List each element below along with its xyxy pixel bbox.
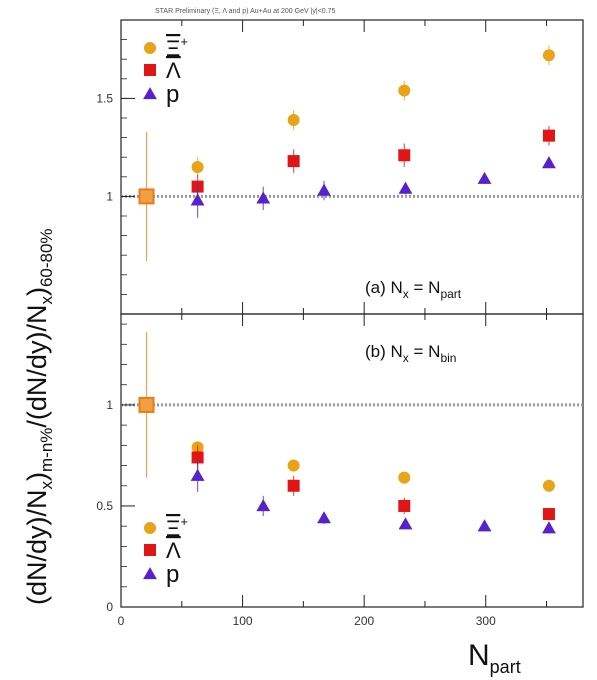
x-tick-label: 200 <box>354 614 374 628</box>
legend-label-xi: Ξ+ <box>166 34 188 61</box>
series-ref <box>138 332 155 478</box>
series-p <box>190 156 556 218</box>
data-point-p <box>256 499 271 512</box>
data-point-ref <box>138 396 155 413</box>
legend-label-lambda: Λ <box>166 58 181 83</box>
series-lambda <box>191 125 555 199</box>
svg-text:Npart: Npart <box>468 639 521 677</box>
x-tick-label: 100 <box>233 614 253 628</box>
y-tick-label: 0 <box>106 600 113 614</box>
legend-item-xi: Ξ+ <box>144 34 188 61</box>
series-xi <box>191 441 555 492</box>
legend-marker-p <box>143 567 157 580</box>
data-point-lambda <box>542 129 555 142</box>
data-point-p <box>542 156 556 169</box>
data-point-lambda <box>398 499 411 512</box>
x-axis-label: Npart <box>468 639 521 677</box>
data-point-lambda <box>287 155 300 168</box>
svg-text:(dN/dy)/Nx)m-n%/(dN/dy)/Nx)60-: (dN/dy)/Nx)m-n%/(dN/dy)/Nx)60-80% <box>22 228 56 605</box>
legend-item-lambda: Λ <box>144 58 181 83</box>
plot-frame <box>120 19 584 315</box>
data-point-p <box>477 519 492 532</box>
legend-label-p: p <box>166 81 179 108</box>
series-ref <box>138 131 155 262</box>
data-point-lambda <box>287 479 300 492</box>
panel-label: (a) Nx = Npart <box>365 278 462 301</box>
panel-a: 1 1.5 (a) Nx = Npart Ξ+Λp <box>96 19 584 315</box>
legend-marker-xi <box>144 42 156 54</box>
legend-item-lambda: Λ <box>144 538 181 563</box>
panel-label: (b) Nx = Nbin <box>365 342 456 365</box>
series-lambda <box>191 445 555 521</box>
y-tick-label: 1.5 <box>96 91 113 105</box>
legend-item-p: p <box>143 81 179 108</box>
legend-label-lambda: Λ <box>166 538 181 563</box>
figure-header: STAR Preliminary (Ξ, Λ and p) Au+Au at 2… <box>155 8 336 15</box>
data-point-xi <box>398 84 411 97</box>
data-point-xi <box>542 479 555 492</box>
legend: Ξ+Λp <box>143 34 188 108</box>
y-tick-label: 0.5 <box>96 499 113 513</box>
plot-frame <box>120 313 584 608</box>
data-point-p <box>190 468 205 481</box>
panel-b: 0 0.5 1 0 100 200 300 (b) Nx = Nbin Ξ+Λp <box>96 313 584 628</box>
y-tick-label: 1 <box>106 189 113 203</box>
data-point-p <box>398 517 413 530</box>
y-tick-label: 1 <box>106 398 113 412</box>
data-point-p <box>190 193 205 206</box>
data-point-xi <box>287 113 300 126</box>
legend-marker-xi <box>144 522 156 534</box>
legend: Ξ+Λp <box>143 514 188 588</box>
data-point-xi <box>287 459 300 472</box>
legend-marker-lambda <box>144 544 156 556</box>
data-point-p <box>317 183 331 196</box>
legend-item-p: p <box>143 561 179 588</box>
legend-item-xi: Ξ+ <box>144 514 188 541</box>
data-point-xi <box>542 49 555 62</box>
legend-label-xi: Ξ+ <box>166 514 188 541</box>
data-point-p <box>398 181 413 194</box>
data-point-p <box>477 171 492 184</box>
y-axis-label: (dN/dy)/Nx)m-n%/(dN/dy)/Nx)60-80% <box>22 228 56 605</box>
x-tick-label: 300 <box>476 614 496 628</box>
legend-marker-p <box>143 87 157 100</box>
x-tick-label: 0 <box>118 614 125 628</box>
data-point-p <box>317 511 331 524</box>
data-point-lambda <box>191 451 204 464</box>
legend-label-p: p <box>166 561 179 588</box>
data-point-xi <box>398 471 411 484</box>
series-xi <box>191 45 555 177</box>
data-point-ref <box>138 188 155 205</box>
data-point-p <box>542 521 556 534</box>
data-point-xi <box>191 161 204 173</box>
data-point-lambda <box>398 149 411 162</box>
series-p <box>190 459 556 534</box>
legend-marker-lambda <box>144 64 156 76</box>
data-point-p <box>256 191 271 204</box>
data-point-lambda <box>542 508 555 521</box>
